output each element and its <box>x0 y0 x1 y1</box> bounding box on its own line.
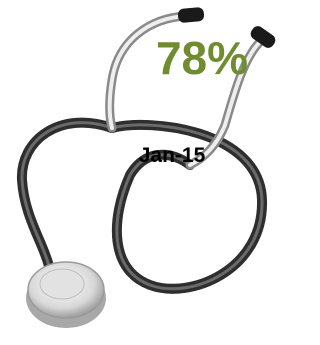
date-label: Jan-15 <box>139 144 206 167</box>
page: 78% Jan-15 (() => { const data = JSON.pa… <box>0 0 307 345</box>
stethoscope-graphic: 78% Jan-15 <box>0 0 307 345</box>
percentage-value: 78% <box>156 32 248 84</box>
chest-piece <box>26 262 106 328</box>
